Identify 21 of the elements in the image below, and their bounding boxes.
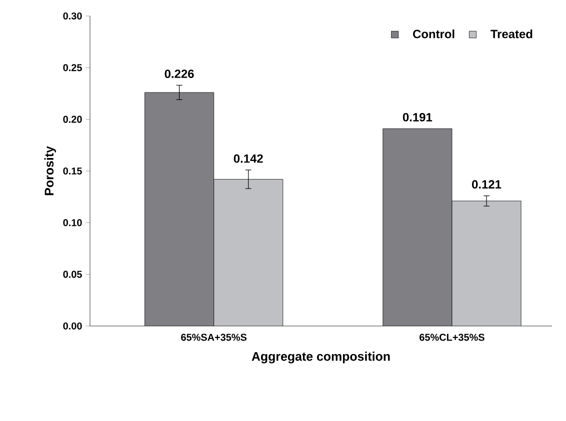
legend-label: Control: [413, 29, 454, 38]
y-tick-label: 0.05: [63, 270, 82, 278]
data-label: 0.121: [472, 180, 502, 189]
y-tick-label: 0.30: [63, 12, 82, 20]
data-label: 0.142: [234, 154, 263, 163]
data-label: 0.191: [402, 112, 432, 122]
y-tick-label: 0.20: [63, 116, 82, 123]
bar: [452, 200, 522, 326]
y-tick-label: 0.00: [63, 322, 82, 330]
x-axis-title: Aggregate composition: [252, 352, 390, 364]
y-tick-label: 0.25: [63, 64, 82, 72]
y-tick-label: 0.10: [63, 219, 82, 226]
bar: [382, 128, 452, 326]
bar: [144, 92, 214, 326]
legend-label: Treated: [490, 29, 532, 38]
bar: [214, 179, 283, 326]
x-tick-label: 65%CL+35%S: [420, 334, 484, 341]
data-label: 0.226: [164, 70, 194, 78]
x-tick-label: 65%SA+35%S: [181, 334, 247, 341]
y-axis-title: Porosity: [44, 146, 56, 196]
y-tick-label: 0.15: [63, 167, 82, 175]
